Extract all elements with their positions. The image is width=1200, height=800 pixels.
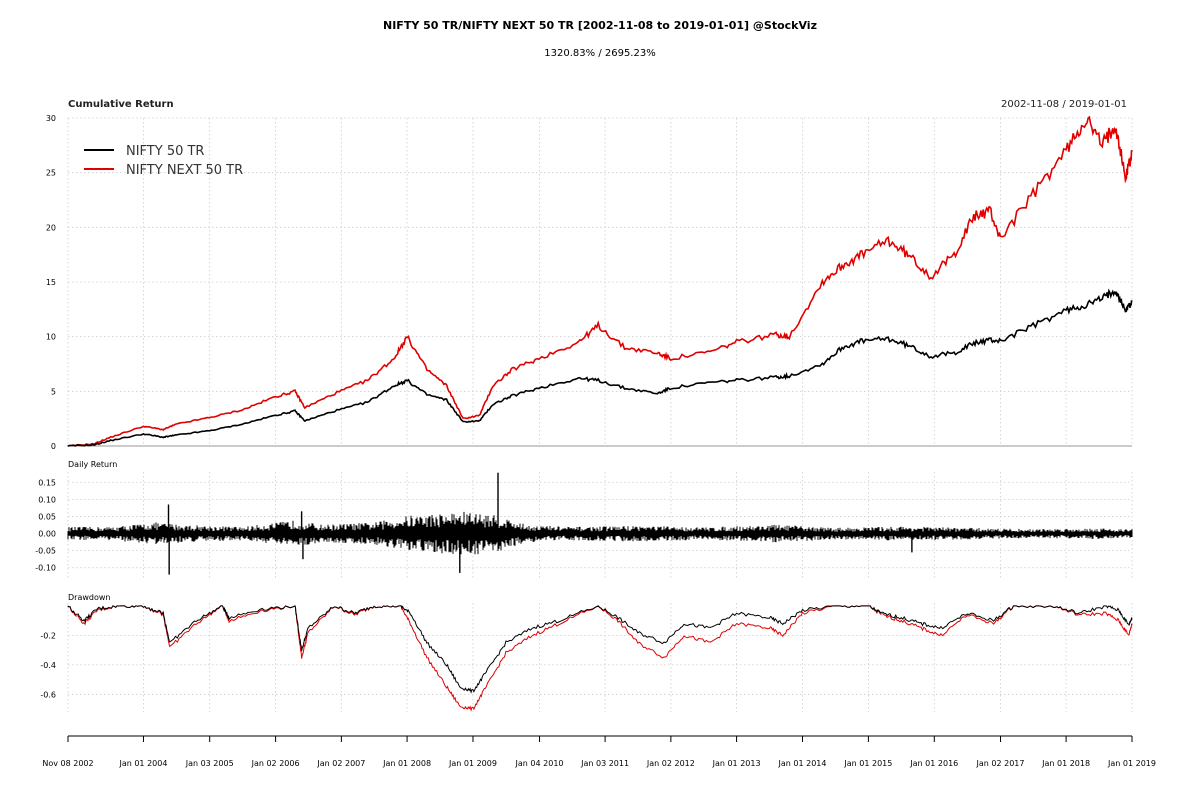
y-tick-label: 10: [46, 333, 56, 342]
x-tick-label: Nov 08 2002: [42, 759, 93, 768]
daily-return-panel-title: Daily Return: [68, 460, 117, 469]
x-tick-label: Jan 03 2011: [580, 759, 629, 768]
x-tick-label: Jan 02 2012: [646, 759, 695, 768]
cumulative-panel-title: Cumulative Return: [68, 99, 174, 110]
grid-lines: [67, 117, 1133, 712]
y-tick-label: 0: [51, 442, 56, 451]
x-tick-label: Jan 02 2007: [316, 759, 365, 768]
y-tick-label: -0.6: [40, 690, 56, 699]
y-tick-label: 0.15: [38, 478, 56, 487]
y-tick-label: 25: [46, 169, 56, 178]
x-tick-label: Jan 01 2019: [1107, 759, 1156, 768]
x-tick-label: Jan 01 2009: [448, 759, 497, 768]
series-lines: [67, 115, 1133, 712]
y-tick-label: -0.10: [35, 564, 56, 573]
x-tick-label: Jan 01 2018: [1041, 759, 1090, 768]
x-tick-label: Jan 01 2016: [909, 759, 958, 768]
y-tick-label: 0.05: [38, 512, 56, 521]
series-line-nifty-50-tr-cumulative: [67, 288, 1133, 447]
cumulative-date-range: 2002-11-08 / 2019-01-01: [1001, 99, 1127, 110]
series-line-nifty-50-tr-drawdown: [67, 605, 1133, 694]
series-line-nifty-next-50-tr-cumulative: [67, 115, 1133, 447]
legend-label-nifty-next-50: NIFTY NEXT 50 TR: [126, 163, 243, 178]
x-tick-label: Jan 02 2006: [251, 759, 300, 768]
chart-title: NIFTY 50 TR/NIFTY NEXT 50 TR [2002-11-08…: [383, 19, 817, 32]
y-tick-label: 20: [46, 223, 56, 232]
x-tick-label: Jan 01 2004: [118, 759, 167, 768]
y-tick-label: 15: [46, 278, 56, 287]
x-tick-label: Jan 03 2005: [185, 759, 234, 768]
x-tick-label: Jan 01 2015: [843, 759, 892, 768]
legend-label-nifty-50: NIFTY 50 TR: [126, 144, 204, 159]
legend: NIFTY 50 TR NIFTY NEXT 50 TR: [84, 144, 243, 178]
y-tick-label: 5: [51, 387, 56, 396]
drawdown-panel-title: Drawdown: [68, 593, 110, 602]
y-tick-label: -0.2: [40, 631, 56, 640]
y-tick-label: -0.4: [40, 661, 56, 670]
y-tick-label: 30: [46, 114, 56, 123]
y-tick-label: -0.05: [35, 547, 56, 556]
y-axis-ticks: 0 5 10 15 20 25 30 -0.10 -0.05 0.00 0.05 0.10 0.15 -0…: [35, 114, 56, 699]
x-tick-label: Jan 01 2008: [382, 759, 431, 768]
y-tick-label: 0.10: [38, 495, 56, 504]
x-tick-label: Jan 02 2017: [976, 759, 1025, 768]
y-tick-label: 0.00: [38, 530, 56, 539]
x-tick-label: Jan 01 2013: [712, 759, 761, 768]
x-tick-label: Jan 01 2014: [778, 759, 827, 768]
daily-return-bars: [67, 472, 1133, 575]
chart-subtitle: 1320.83% / 2695.23%: [544, 48, 655, 59]
x-tick-label: Jan 04 2010: [515, 759, 564, 768]
x-axis: Nov 08 2002 Jan 01 2004 Jan 03 2005 Jan 02 …: [42, 445, 1156, 768]
